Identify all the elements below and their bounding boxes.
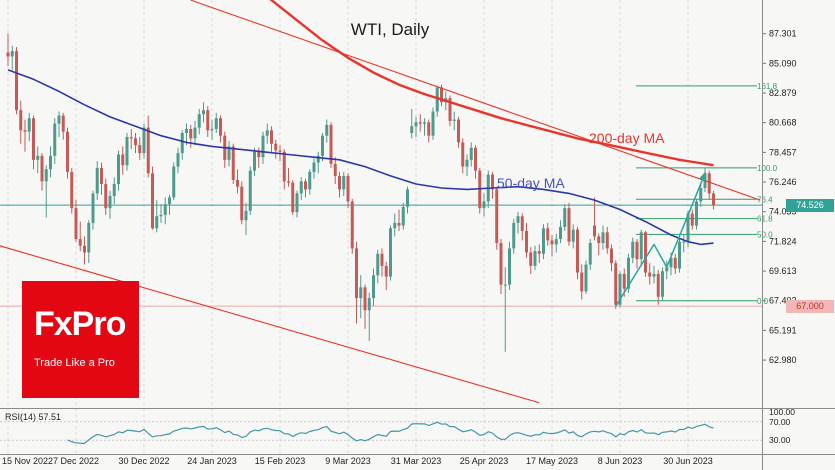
price-axis-label: 67.402: [769, 296, 797, 306]
fxpro-logo: FxPro Trade Like a Pro: [22, 281, 139, 398]
fxpro-brand-text: FxPro: [34, 305, 126, 343]
chart-title: WTI, Daily: [350, 20, 430, 39]
fib-level-label: 50.0: [757, 230, 773, 239]
ma50-label: 50-day MA: [497, 175, 565, 191]
date-axis-label: 15 Feb 2023: [254, 456, 306, 466]
impulse-arrowhead: [699, 171, 706, 182]
price-axis-label: 74.035: [769, 207, 797, 217]
fxpro-tagline: Trade Like a Pro: [34, 357, 115, 369]
rsi-indicator-label: RSI(14) 57.51: [5, 412, 62, 422]
fib-level-label: 161.8: [757, 82, 778, 91]
price-axis-label: 85.090: [769, 58, 797, 68]
trendline[interactable]: [0, 245, 540, 404]
date-axis-label: 15 Nov 2022: [2, 456, 54, 466]
price-axis-label: 65.191: [769, 325, 797, 335]
fib-level-label: 61.8: [757, 215, 773, 224]
support-price-badge: 67.000: [786, 300, 834, 314]
date-axis-label: 17 May 2023: [525, 456, 579, 466]
rsi-axis-label: 70.00: [769, 417, 791, 427]
price-axis-label: 80.668: [769, 118, 797, 128]
price-axis-label: 62.980: [769, 355, 797, 365]
date-axis-label: 8 Jun 2023: [597, 456, 643, 466]
date-axis-label: 24 Jan 2023: [187, 456, 237, 466]
trendline[interactable]: [190, 0, 761, 201]
date-axis-label: 7 Dec 2022: [52, 456, 100, 466]
price-axis-separator: [762, 0, 763, 470]
price-axis-label: 69.613: [769, 266, 797, 276]
price-axis-label: 82.879: [769, 88, 797, 98]
price-axis-label: 76.246: [769, 177, 797, 187]
impulse-annotation-line: [615, 173, 706, 307]
date-axis-label: 30 Jun 2023: [663, 456, 713, 466]
date-axis-label: 25 Apr 2023: [459, 456, 509, 466]
rsi-gridlines: [7, 408, 689, 454]
date-axis[interactable]: 15 Nov 2022 7 Dec 2022 30 Dec 2022 24 Jan 2…: [0, 455, 835, 470]
panel-separator[interactable]: [0, 408, 835, 409]
price-axis-label: 78.457: [769, 147, 797, 157]
ma50-line: [7, 69, 714, 246]
rsi-line: [67, 421, 714, 445]
rsi-axis-label: 100.00: [769, 408, 795, 417]
date-axis-label: 31 Mar 2023: [390, 456, 442, 466]
ma200-label: 200-day MA: [589, 130, 665, 146]
ma200-line: [269, 0, 714, 167]
axis-separator: [0, 454, 835, 455]
fib-level-label: 76.4: [757, 195, 773, 204]
price-axis-label: 71.824: [769, 236, 797, 246]
main-chart-canvas[interactable]: 161.8100.076.461.850.00.087.30185.09082.…: [0, 0, 835, 408]
price-axis-label: 87.301: [769, 29, 797, 39]
date-axis-label: 30 Dec 2022: [118, 456, 170, 466]
fib-level-label: 100.0: [757, 164, 778, 173]
rsi-axis-label: 30.00: [769, 435, 791, 445]
candles: [6, 33, 715, 352]
date-axis-label: 9 Mar 2023: [325, 456, 371, 466]
current-price-badge: 74.526: [786, 199, 834, 213]
